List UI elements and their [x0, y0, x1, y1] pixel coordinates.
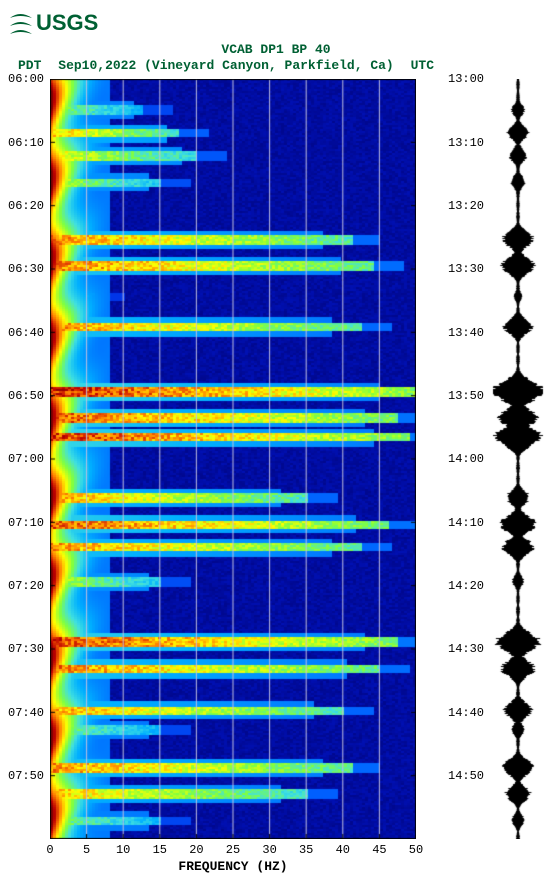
x-axis-label: FREQUENCY (HZ) — [178, 859, 287, 874]
utc-tick: 14:40 — [448, 706, 484, 720]
freq-tick: 20 — [189, 843, 203, 857]
pdt-tick: 07:20 — [8, 579, 44, 593]
utc-tick: 13:10 — [448, 136, 484, 150]
utc-tick: 14:50 — [448, 769, 484, 783]
freq-tick: 10 — [116, 843, 130, 857]
station-title: VCAB DP1 BP 40 — [8, 42, 544, 58]
date-location-line: PDT Sep10,2022 (Vineyard Canyon, Parkfie… — [8, 58, 544, 74]
pdt-tick: 07:40 — [8, 706, 44, 720]
utc-tick: 14:10 — [448, 516, 484, 530]
freq-tick: 30 — [262, 843, 276, 857]
pdt-tick: 07:30 — [8, 642, 44, 656]
location-text: (Vineyard Canyon, Parkfield, Ca) — [144, 58, 394, 73]
y-axis-utc: 13:0013:1013:2013:3013:4013:5014:0014:10… — [448, 79, 488, 839]
utc-tick: 13:30 — [448, 262, 484, 276]
utc-tick: 13:20 — [448, 199, 484, 213]
pdt-tick: 07:50 — [8, 769, 44, 783]
freq-tick: 0 — [46, 843, 53, 857]
utc-tick: 13:50 — [448, 389, 484, 403]
x-axis-frequency: FREQUENCY (HZ) 05101520253035404550 — [50, 841, 416, 879]
freq-tick: 5 — [83, 843, 90, 857]
freq-tick: 45 — [372, 843, 386, 857]
freq-tick: 40 — [336, 843, 350, 857]
utc-tick: 14:00 — [448, 452, 484, 466]
utc-tick: 14:20 — [448, 579, 484, 593]
pdt-tick: 06:50 — [8, 389, 44, 403]
pdt-tick: 06:30 — [8, 262, 44, 276]
pdt-tick: 06:40 — [8, 326, 44, 340]
pdt-tick: 07:10 — [8, 516, 44, 530]
freq-tick: 35 — [299, 843, 313, 857]
tz-left: PDT — [18, 58, 41, 74]
utc-tick: 14:30 — [448, 642, 484, 656]
plot-header: VCAB DP1 BP 40 PDT Sep10,2022 (Vineyard … — [8, 42, 544, 73]
pdt-tick: 06:20 — [8, 199, 44, 213]
usgs-logo-svg: USGS — [8, 8, 118, 36]
spectrogram-canvas — [50, 79, 416, 839]
spectrogram-panel — [50, 79, 416, 839]
pdt-tick: 06:10 — [8, 136, 44, 150]
seismogram-canvas — [492, 79, 544, 839]
freq-tick: 25 — [226, 843, 240, 857]
pdt-tick: 07:00 — [8, 452, 44, 466]
utc-tick: 13:40 — [448, 326, 484, 340]
svg-text:USGS: USGS — [36, 10, 98, 35]
tz-right: UTC — [411, 58, 434, 74]
pdt-tick: 06:00 — [8, 72, 44, 86]
usgs-logo: USGS — [8, 8, 544, 36]
freq-tick: 50 — [409, 843, 423, 857]
seismogram-panel — [492, 79, 544, 839]
plot-container: 06:0006:1006:2006:3006:4006:5007:0007:10… — [8, 79, 544, 885]
freq-tick: 15 — [153, 843, 167, 857]
date-text: Sep10,2022 — [58, 58, 136, 73]
y-axis-pdt: 06:0006:1006:2006:3006:4006:5007:0007:10… — [8, 79, 48, 839]
utc-tick: 13:00 — [448, 72, 484, 86]
